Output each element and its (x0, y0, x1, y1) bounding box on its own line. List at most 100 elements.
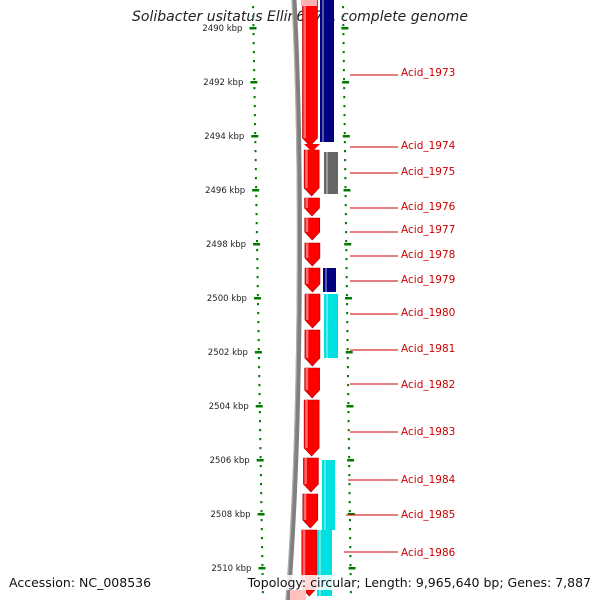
scale-dot-right (347, 420, 350, 423)
organism-name: Solibacter usitatus Ellin6076 (132, 9, 332, 25)
scale-dot-left (253, 60, 255, 63)
major-tick-right (342, 135, 350, 138)
scale-dot-right (344, 213, 347, 216)
gene-label: Acid_1982 (401, 379, 455, 391)
scale-dot-right (344, 177, 347, 180)
major-tick-left (253, 297, 261, 300)
scale-dot-left (261, 564, 264, 567)
forward-cds-arrow (304, 267, 321, 293)
scale-dot-left (261, 555, 264, 558)
scale-dot-left (255, 231, 258, 234)
scale-dot-right (344, 186, 347, 189)
scale-dot-right (343, 132, 346, 135)
scale-dot-right (345, 267, 348, 270)
scale-dot-left (261, 591, 264, 594)
scale-dot-right (343, 141, 346, 144)
major-tick-right (347, 459, 355, 462)
block-highlight (325, 268, 327, 292)
scale-dot-left (256, 276, 259, 279)
scale-dot-right (348, 519, 351, 522)
cds-highlight (305, 198, 309, 208)
scale-dot-right (349, 564, 352, 567)
gene-label: Acid_1975 (401, 166, 455, 178)
scale-dot-left (257, 339, 260, 342)
scale-dot-left (258, 366, 261, 369)
cds-highlight (302, 530, 306, 588)
scale-dot-left (256, 258, 259, 261)
backbone-arc (285, 0, 302, 600)
scale-dot-right (347, 402, 350, 405)
scale-dot-left (260, 483, 263, 486)
scale-dot-left (253, 96, 256, 99)
major-tick-left (254, 351, 262, 354)
scale-dot-left (257, 312, 260, 315)
forward-cds-arrow (302, 493, 319, 529)
major-tick-right (341, 27, 349, 30)
reverse-cds-acid-1979 (323, 268, 336, 292)
scale-dot-right (346, 339, 349, 342)
scale-dot-left (259, 420, 261, 423)
scale-dot-left (258, 411, 261, 414)
scale-dot-right (346, 366, 349, 369)
scale-dot-right (345, 249, 348, 252)
scale-dot-left (256, 267, 259, 270)
scale-dot-left (257, 357, 260, 360)
scale-dot-left (252, 6, 255, 9)
scale-dot-right (347, 411, 350, 414)
right-scale (341, 6, 356, 594)
cds-highlight (305, 268, 309, 284)
cds-highlight (305, 400, 308, 448)
major-tick-left (250, 81, 258, 84)
scale-dot-left (259, 465, 262, 468)
scale-dot-right (349, 537, 352, 540)
forward-cds-arrow (304, 293, 321, 329)
scale-dot-left (256, 285, 259, 288)
major-tick-left (252, 189, 260, 192)
kbp-tick-label: 2502 kbp (208, 348, 248, 358)
reverse-cds-acid-1984 (322, 460, 335, 530)
kbp-tick-label: 2492 kbp (203, 78, 243, 88)
kbp-tick-label: 2496 kbp (205, 186, 245, 196)
kbp-tick-label: 2504 kbp (209, 402, 249, 412)
scale-dot-right (344, 222, 347, 225)
scale-dot-left (259, 474, 262, 477)
scale-dot-right (344, 195, 347, 198)
scale-dot-right (344, 150, 346, 153)
scale-dot-right (346, 357, 349, 360)
scale-dot-right (346, 330, 349, 333)
scale-dot-right (349, 528, 352, 531)
cds-highlight (305, 368, 309, 390)
scale-dot-right (343, 123, 346, 126)
scale-dot-right (347, 393, 350, 396)
kbp-tick-label: 2498 kbp (206, 240, 246, 250)
scale-dot-left (260, 528, 263, 531)
scale-dot-left (252, 24, 255, 27)
scale-dot-left (257, 303, 260, 306)
major-tick-right (343, 189, 351, 192)
block-highlight (324, 460, 326, 530)
fade-bottom (290, 590, 306, 600)
reverse-cds-acid-1975 (324, 152, 338, 194)
scale-dot-left (258, 393, 261, 396)
scale-dot-right (347, 384, 350, 387)
scale-dot-left (258, 402, 261, 405)
scale-dot-right (345, 276, 348, 279)
cds-highlight (305, 330, 309, 358)
scale-dot-right (343, 105, 346, 108)
scale-dot-left (260, 492, 263, 495)
scale-dot-right (343, 96, 346, 99)
genome-summary: Topology: circular; Length: 9,965,640 bp… (247, 575, 591, 590)
scale-dot-right (349, 591, 352, 594)
scale-dot-left (259, 447, 262, 450)
scale-dot-right (345, 231, 348, 234)
scale-dot-right (342, 24, 345, 27)
kbp-tick-label: 2506 kbp (210, 456, 250, 466)
scale-dot-left (255, 222, 258, 225)
scale-dot-left (261, 573, 264, 576)
block-highlight (322, 0, 324, 142)
scale-dot-right (346, 348, 349, 351)
scale-dot-right (344, 168, 347, 171)
scale-dot-left (258, 384, 261, 387)
forward-cds-arrow (304, 242, 321, 267)
scale-dot-right (348, 456, 351, 459)
